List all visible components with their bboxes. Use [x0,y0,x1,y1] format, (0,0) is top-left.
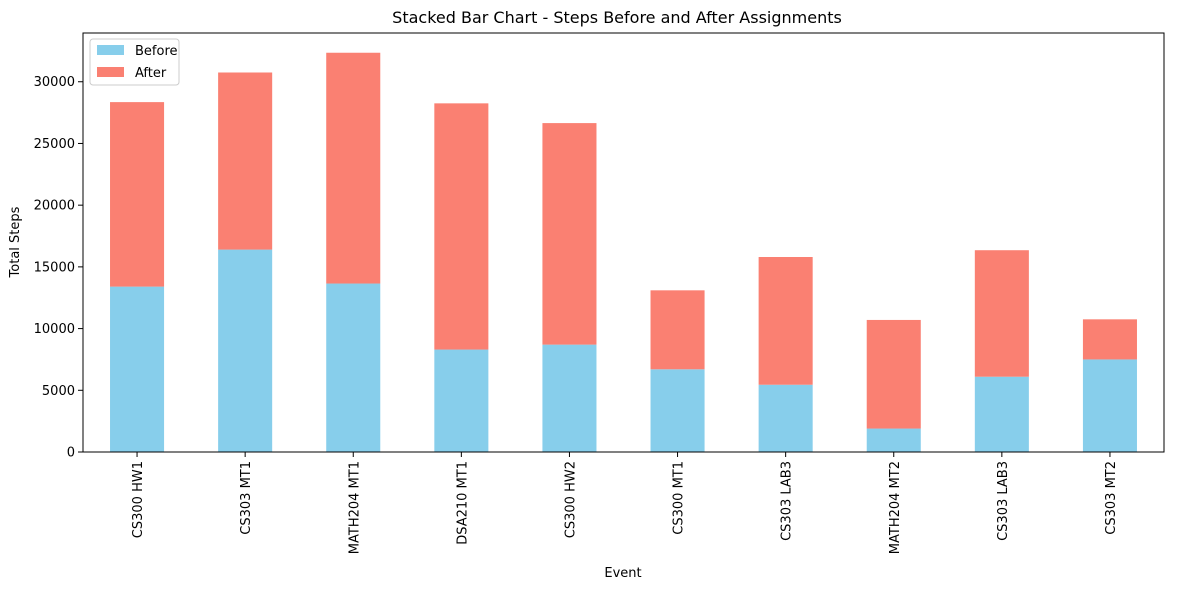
y-tick-label-1: 5000 [42,384,75,399]
legend-label-before: Before [135,44,178,59]
bar-after-1 [218,72,273,250]
bar-before-3 [434,349,489,452]
bar-before-2 [326,283,381,452]
chart-title: Stacked Bar Chart - Steps Before and Aft… [392,8,842,27]
legend-swatch-before [97,45,124,55]
bar-after-6 [758,257,813,385]
bar-after-7 [866,319,921,429]
bar-after-8 [974,250,1029,377]
bar-before-5 [650,369,705,452]
bar-after-9 [1082,319,1137,360]
x-axis-label: Event [604,566,641,581]
x-tick-label-4: CS300 HW2 [563,461,578,538]
y-tick-label-2: 10000 [34,322,75,337]
x-tick-label-1: CS303 MT1 [239,461,254,535]
legend: Before After [89,38,180,86]
bar-before-6 [758,384,813,452]
y-tick-label-4: 20000 [34,199,75,214]
bar-after-0 [110,102,165,287]
legend-label-after: After [135,66,167,81]
bar-after-3 [434,103,489,350]
x-tick-label-0: CS300 HW1 [131,461,146,538]
x-tick-label-3: DSA210 MT1 [455,461,470,545]
x-tick-label-6: CS303 LAB3 [780,461,795,541]
y-axis-ticks: 0 5000 10000 15000 20000 25000 30000 [34,75,83,461]
x-tick-label-5: CS300 MT1 [672,461,687,535]
y-axis-label: Total Steps [8,206,23,278]
y-tick-label-0: 0 [67,446,75,461]
x-tick-label-8: CS303 LAB3 [996,461,1011,541]
bar-before-9 [1082,359,1137,452]
bar-after-5 [650,290,705,370]
bar-before-0 [110,286,165,452]
bar-before-1 [218,249,273,452]
y-tick-label-3: 15000 [34,260,75,275]
plot-frame [82,32,1165,453]
y-tick-label-6: 30000 [34,75,75,90]
x-tick-label-9: CS303 MT2 [1104,461,1119,535]
x-axis-ticks: CS300 HW1 CS303 MT1 MATH204 MT1 DSA210 MT1 C… [131,452,1119,554]
x-tick-label-2: MATH204 MT1 [347,461,362,554]
y-tick-label-5: 25000 [34,137,75,152]
bar-before-7 [866,428,921,452]
bar-before-8 [974,376,1029,452]
bar-after-2 [326,52,381,284]
legend-swatch-after [97,67,124,77]
bars-group [110,52,1137,452]
bar-after-4 [542,123,597,345]
x-tick-label-7: MATH204 MT2 [888,461,903,554]
bar-before-4 [542,344,597,452]
